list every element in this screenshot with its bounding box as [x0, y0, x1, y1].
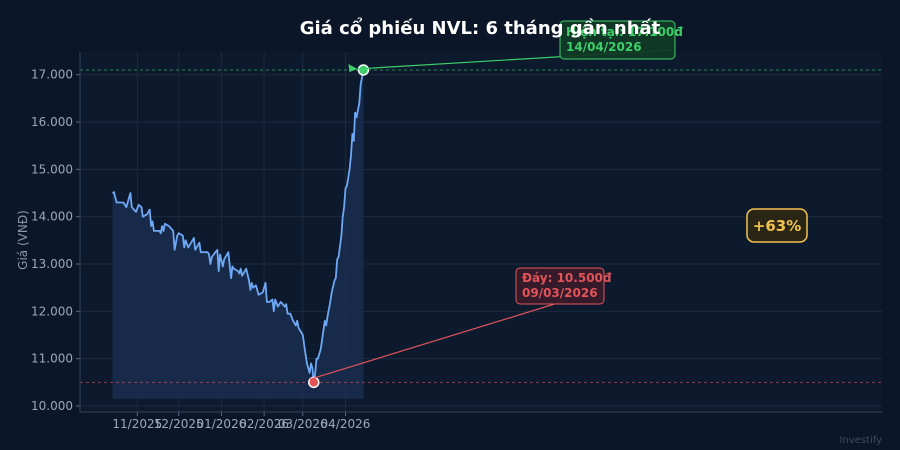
y-tick-label: 11.000	[31, 352, 73, 366]
low-annotation-date: 09/03/2026	[522, 286, 598, 300]
y-tick-label: 15.000	[31, 162, 73, 176]
y-tick-label: 13.000	[31, 257, 73, 271]
markers	[308, 64, 370, 389]
x-tick-label: 11/2025	[112, 417, 162, 431]
y-axis-label: Giá (VNĐ)	[16, 210, 30, 270]
low-price-marker	[308, 376, 320, 389]
current-annotation-date: 14/04/2026	[566, 40, 642, 54]
watermark: Investify	[839, 435, 882, 446]
x-tick-label: 04/2026	[321, 417, 371, 431]
price-area	[112, 70, 364, 399]
y-tick-label: 10.000	[31, 399, 73, 413]
y-tick-label: 16.000	[31, 115, 73, 129]
y-tick-label: 17.000	[31, 68, 73, 82]
line-layer	[112, 69, 365, 384]
chart-title: Giá cổ phiếu NVL: 6 tháng gần nhất	[300, 17, 661, 39]
change-badge	[746, 208, 808, 243]
change-badge-label: +63%	[753, 217, 801, 235]
current-annotation-price: Hiện tại: 17.100đ	[566, 25, 683, 39]
x-tick-label: 12/2025	[154, 417, 204, 431]
y-tick-label: 12.000	[31, 304, 73, 318]
area-layer	[112, 70, 364, 399]
price-series-line	[112, 69, 365, 384]
low-annotation-arrow	[309, 301, 562, 380]
current-price-marker	[357, 64, 370, 76]
x-tick-label: 03/2026	[278, 417, 328, 431]
low-annotation-box	[515, 267, 605, 305]
axes: 10.000 11.000 12.000 13.000 14.000 15.000 16.0…	[31, 52, 882, 431]
x-tick-label: 02/2026	[239, 417, 289, 431]
low-annotation-price: Đáy: 10.500đ	[522, 271, 612, 285]
y-tick-label: 14.000	[31, 210, 73, 224]
reference-lines	[80, 69, 882, 383]
current-annotation-arrowhead	[348, 63, 358, 72]
current-annotation-box	[559, 20, 676, 60]
x-tick-label: 01/2026	[196, 417, 246, 431]
